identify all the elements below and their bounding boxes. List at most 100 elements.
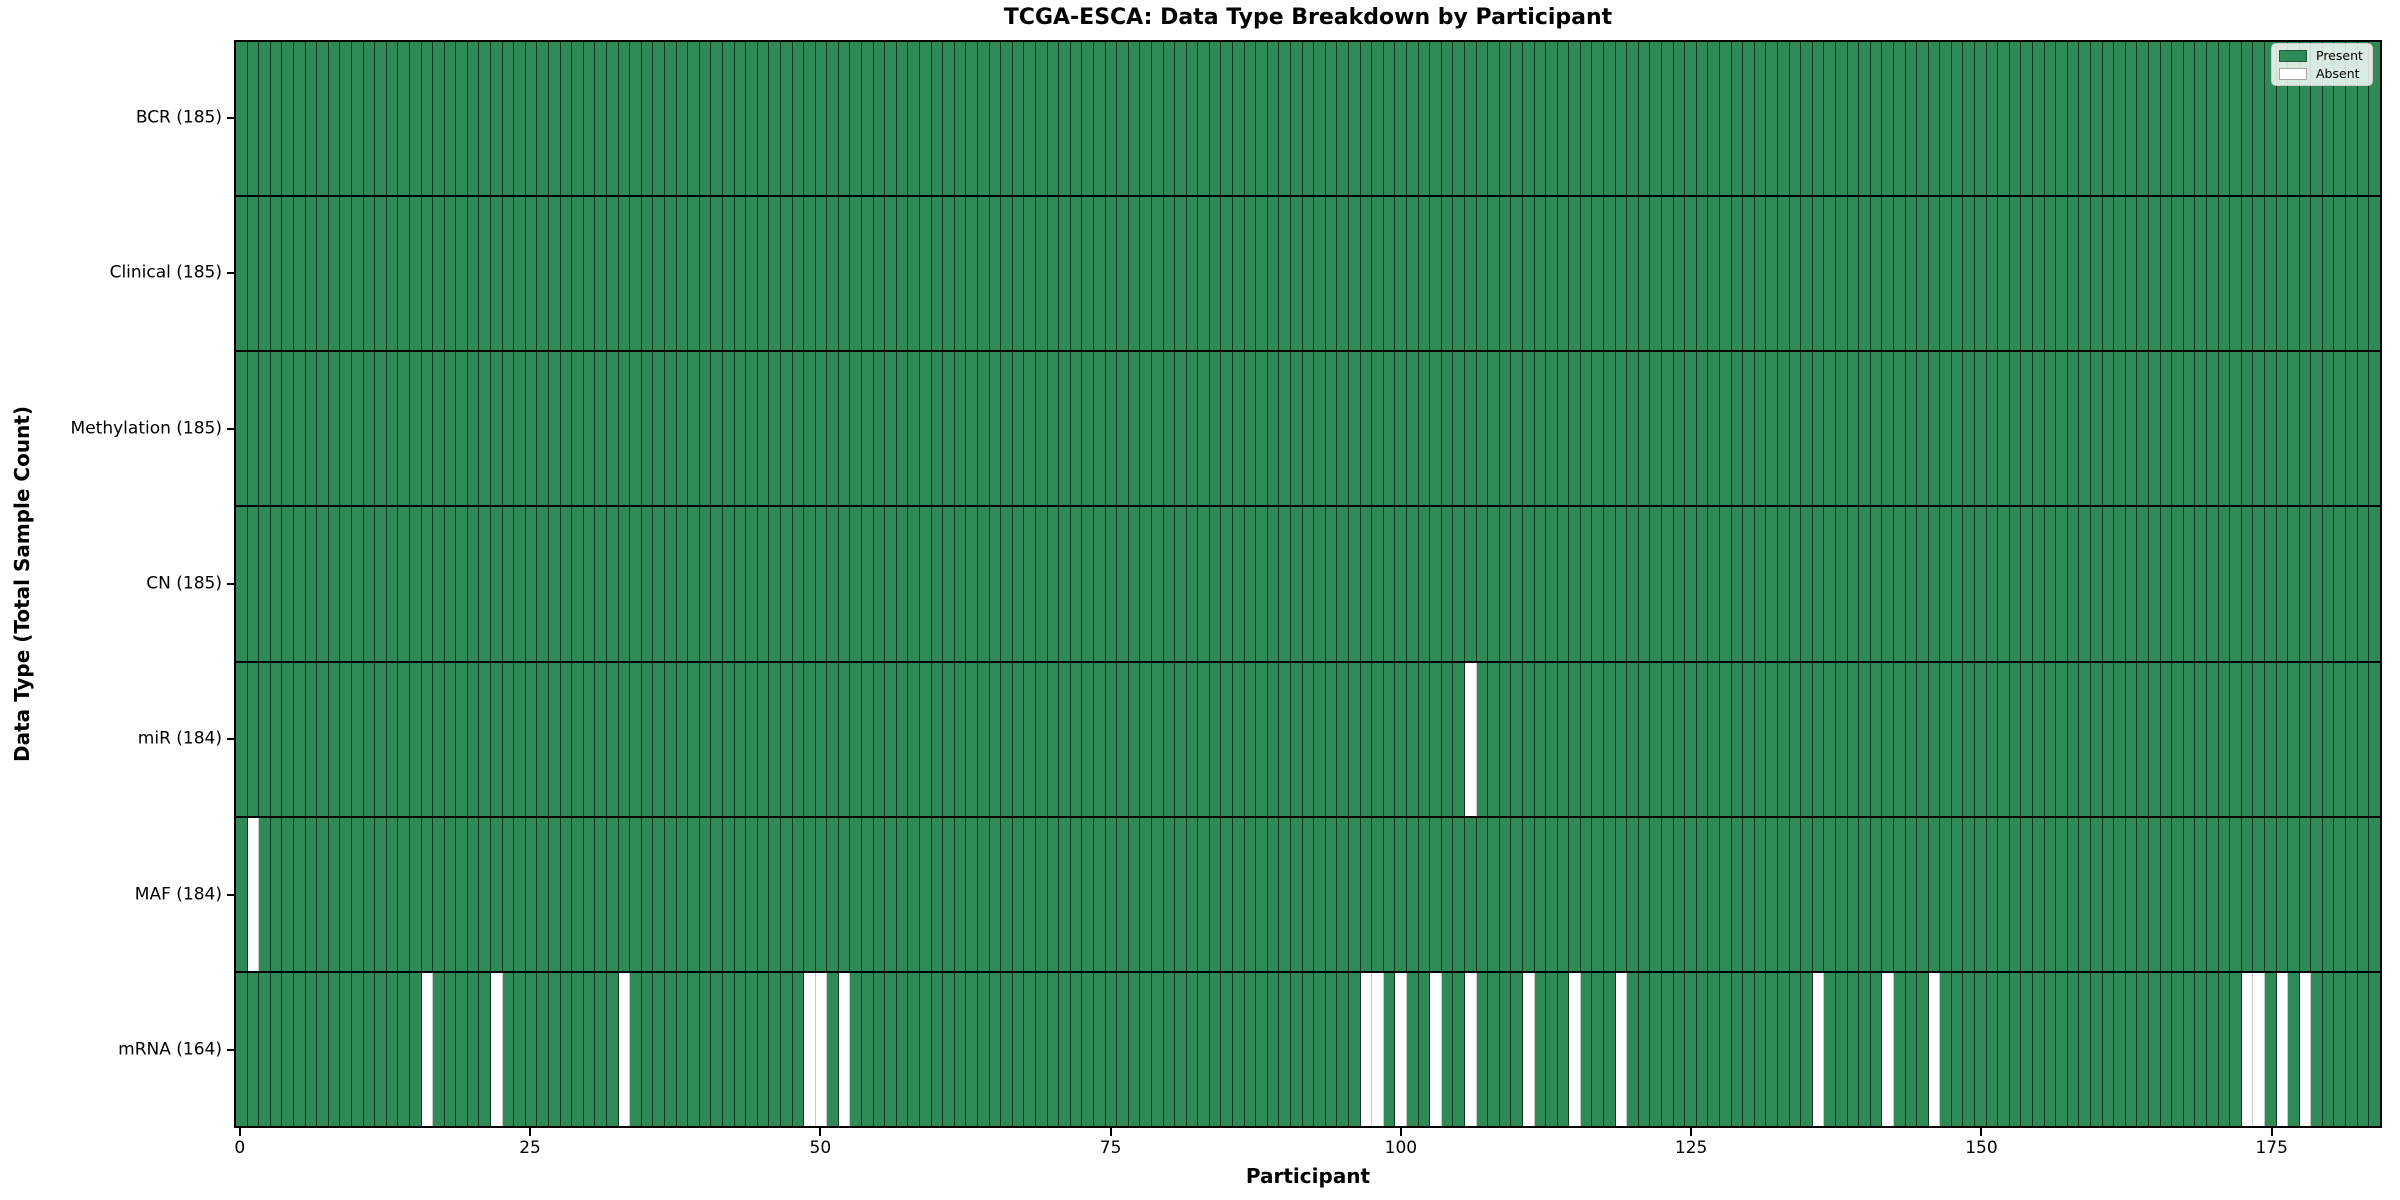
cell-present	[2276, 817, 2289, 971]
cell-present	[328, 352, 341, 506]
cell-present	[2241, 817, 2254, 971]
cell-present	[1835, 507, 1848, 661]
cell-present	[2195, 352, 2207, 506]
cell-present	[363, 42, 376, 196]
cell-present	[2137, 662, 2149, 816]
cell-present	[1604, 42, 1616, 196]
cell-present	[1963, 352, 1976, 506]
cell-present	[2334, 352, 2347, 506]
cell-present	[989, 662, 1002, 816]
cell-present	[711, 42, 723, 196]
cell-present	[1754, 352, 1767, 506]
cell-present	[1650, 507, 1663, 661]
cell-present	[595, 972, 607, 1126]
cell-present	[2230, 42, 2242, 196]
cell-present	[1441, 817, 1454, 971]
cell-present	[1801, 817, 1813, 971]
cell-present	[1662, 972, 1674, 1126]
cell-present	[1824, 662, 1836, 816]
cell-present	[1128, 972, 1141, 1126]
cell-present	[1406, 817, 1419, 971]
cell-present	[1638, 972, 1651, 1126]
heatmap-row	[236, 972, 2380, 1126]
cell-present	[1905, 507, 1918, 661]
cell-present	[2021, 817, 2034, 971]
cell-present	[2033, 197, 2045, 351]
cell-present	[1905, 817, 1918, 971]
cell-present	[1163, 507, 1176, 661]
cell-present	[1163, 972, 1176, 1126]
cell-present	[595, 817, 607, 971]
cell-present	[317, 972, 329, 1126]
cell-present	[2264, 42, 2277, 196]
cell-present	[2218, 662, 2231, 816]
cell-present	[1615, 42, 1628, 196]
cell-present	[317, 507, 329, 661]
cell-present	[1198, 42, 1210, 196]
cell-present	[1627, 352, 1639, 506]
x-tick-label: 25	[519, 1138, 541, 1158]
cell-present	[1824, 197, 1836, 351]
cell-present	[978, 507, 990, 661]
cell-present	[1198, 817, 1210, 971]
cell-present	[1233, 662, 1245, 816]
cell-present	[2230, 662, 2242, 816]
cell-present	[1024, 507, 1036, 661]
cell-present	[1835, 42, 1848, 196]
cell-present	[1812, 817, 1825, 971]
cell-present	[2091, 352, 2103, 506]
cell-present	[2079, 197, 2091, 351]
cell-present	[293, 817, 306, 971]
cell-present	[1650, 42, 1663, 196]
cell-present	[2148, 507, 2161, 661]
cell-present	[2264, 817, 2277, 971]
cell-present	[943, 352, 955, 506]
cell-present	[386, 662, 399, 816]
cell-present	[2056, 507, 2068, 661]
cell-present	[1662, 197, 1674, 351]
cell-present	[409, 972, 422, 1126]
cell-present	[943, 42, 955, 196]
cell-present	[699, 662, 712, 816]
cell-present	[1696, 662, 1709, 816]
cell-present	[2160, 972, 2173, 1126]
cell-present	[1221, 817, 1234, 971]
cell-present	[1035, 817, 1048, 971]
cell-present	[1093, 507, 1106, 661]
cell-present	[259, 42, 271, 196]
cell-present	[1870, 352, 1883, 506]
cell-present	[1743, 197, 1755, 351]
cell-present	[270, 507, 283, 661]
cell-present	[2322, 972, 2335, 1126]
cell-present	[1662, 352, 1674, 506]
cell-present	[386, 507, 399, 661]
legend-entry: Absent	[2279, 67, 2363, 80]
cell-present	[1337, 197, 1349, 351]
x-tick-mark	[1690, 1128, 1693, 1136]
cell-present	[1267, 352, 1280, 506]
cell-present	[1140, 42, 1152, 196]
cell-present	[1337, 507, 1349, 661]
cell-present	[1986, 662, 1999, 816]
cell-present	[1441, 662, 1454, 816]
cell-present	[1986, 817, 1999, 971]
cell-present	[711, 197, 723, 351]
cell-present	[1047, 42, 1060, 196]
cell-present	[2009, 507, 2022, 661]
cell-present	[978, 817, 990, 971]
cell-present	[1859, 197, 1871, 351]
cell-present	[1082, 817, 1094, 971]
cell-present	[2137, 972, 2149, 1126]
cell-present	[1163, 352, 1176, 506]
cell-present	[375, 507, 387, 661]
cell-present	[2311, 972, 2323, 1126]
cell-present	[607, 352, 619, 506]
cell-present	[838, 42, 851, 196]
cell-present	[1001, 42, 1013, 196]
cell-present	[1604, 662, 1616, 816]
cell-present	[1546, 352, 1558, 506]
cell-present	[1673, 507, 1686, 661]
cell-present	[1314, 817, 1326, 971]
cell-present	[305, 662, 318, 816]
cell-present	[491, 197, 503, 351]
